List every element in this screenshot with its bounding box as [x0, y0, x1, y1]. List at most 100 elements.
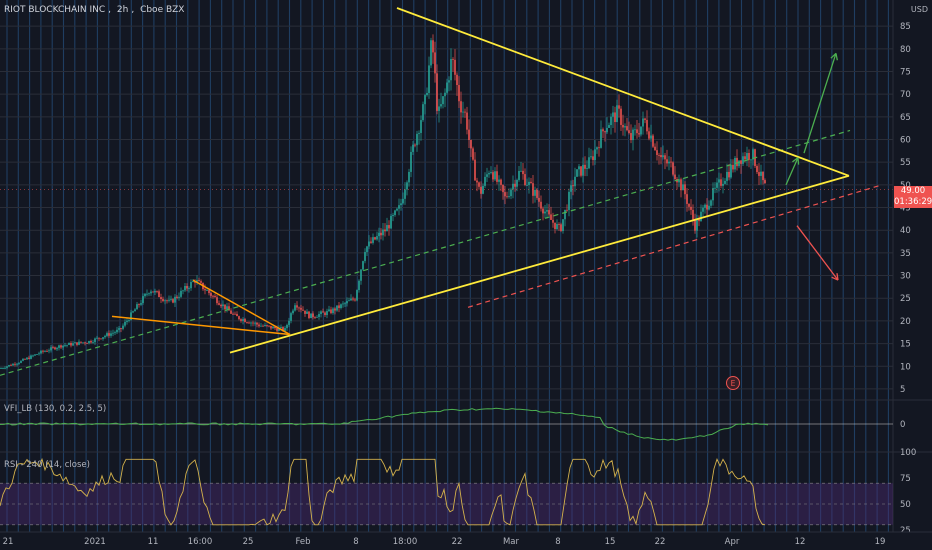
- candle-body: [626, 126, 628, 131]
- candle-body: [174, 296, 176, 303]
- candle-body: [498, 179, 500, 182]
- candle-body: [310, 313, 312, 319]
- candle-body: [458, 85, 460, 102]
- time-axis[interactable]: 21 2021 11 16:00 25 Feb 8 18:00 22 Mar 8 15 22 Apr 12 1…: [0, 531, 932, 550]
- candle-body: [598, 147, 600, 149]
- green-dashed-trendline: [0, 129, 851, 376]
- vfi-label[interactable]: VFI_LB (130, 0.2, 2.5, 5): [4, 404, 107, 414]
- candle-body: [250, 322, 252, 324]
- candle-body: [408, 171, 410, 183]
- candle-body: [190, 281, 192, 289]
- candle-body: [426, 92, 428, 96]
- candle-body: [718, 179, 720, 183]
- candle-body: [386, 225, 388, 232]
- candle-body: [514, 183, 516, 187]
- earnings-marker[interactable]: E: [726, 376, 740, 390]
- candle-body: [290, 313, 292, 321]
- candle-body: [728, 171, 730, 178]
- currency-label: USD: [910, 5, 928, 14]
- candle-body: [448, 80, 450, 83]
- candle-body: [546, 210, 548, 212]
- candle-body: [76, 342, 78, 345]
- candle-body: [574, 176, 576, 187]
- candle-body: [4, 367, 6, 369]
- wedge-lower-line: [111, 315, 291, 336]
- candle-body: [422, 104, 424, 121]
- last-price-tag: 49.00 01:36:29: [894, 186, 932, 208]
- candle-body: [682, 184, 684, 191]
- candle-body: [214, 295, 216, 298]
- candle-body: [552, 219, 554, 223]
- candle-body: [624, 126, 626, 128]
- candle-body: [468, 129, 470, 140]
- y-tick-label: 70: [900, 90, 911, 100]
- candle-body: [52, 347, 54, 349]
- candle-body: [614, 112, 616, 122]
- candle-body: [176, 296, 178, 298]
- candle-body: [280, 327, 282, 328]
- candle-body: [318, 313, 320, 317]
- candle-body: [400, 203, 402, 206]
- candle-body: [150, 291, 152, 294]
- candle-body: [434, 52, 436, 74]
- candle-body: [70, 342, 72, 346]
- candle-body: [234, 313, 236, 315]
- candle-body: [238, 316, 240, 320]
- vfi-pane[interactable]: 0: [0, 399, 932, 441]
- candle-body: [594, 149, 596, 161]
- candle-body: [252, 322, 254, 324]
- interval: 2h: [116, 5, 129, 15]
- x-tick-label: Apr: [725, 537, 740, 547]
- candle-body: [664, 155, 666, 160]
- candle-body: [420, 120, 422, 133]
- candle-body: [488, 173, 490, 175]
- candle-body: [446, 82, 448, 93]
- candle-body: [116, 329, 118, 333]
- price-axis[interactable]: 5 10 15 20 25 30 35 40 45 50 55 60 65 70 75 80 85: [892, 0, 911, 532]
- candle-body: [8, 365, 10, 367]
- candle-body: [128, 320, 130, 321]
- candle-body: [216, 297, 218, 304]
- candle-body: [198, 280, 200, 282]
- candle-body: [218, 303, 220, 305]
- candle-body: [760, 171, 762, 176]
- time-axis-bg: [0, 532, 932, 550]
- candle-body: [396, 208, 398, 211]
- exchange: Cboe BZX: [140, 5, 185, 15]
- candle-body: [104, 335, 106, 338]
- candle-body: [328, 309, 330, 312]
- candle-body: [342, 303, 344, 305]
- candle-body: [142, 296, 144, 304]
- candle-body: [78, 341, 80, 345]
- rsi-pane[interactable]: 100 75 50 25: [0, 448, 932, 536]
- candle-body: [268, 325, 270, 327]
- candle-body: [746, 153, 748, 160]
- candle-body: [378, 232, 380, 237]
- candle-body: [94, 338, 96, 343]
- candle-body: [572, 185, 574, 187]
- candle-body: [262, 325, 264, 327]
- candle-body: [308, 311, 310, 319]
- candle-body: [24, 358, 26, 360]
- candle-body: [726, 171, 728, 181]
- candle-body: [606, 127, 608, 133]
- candle-body: [526, 184, 528, 186]
- candle-body: [112, 332, 114, 334]
- trendline-drawings[interactable]: [0, 7, 893, 376]
- candle-body: [330, 309, 332, 314]
- candle-body: [180, 290, 182, 297]
- candle-body: [460, 101, 462, 113]
- candle-body: [344, 303, 346, 305]
- candle-body: [402, 198, 404, 204]
- arrow-bullish-target: [803, 53, 837, 154]
- rsi-label[interactable]: RSI - 240 (14, close): [4, 460, 90, 470]
- candle-body: [616, 105, 618, 122]
- candle-body: [702, 207, 704, 212]
- x-tick-label: 8: [353, 537, 358, 547]
- candle-body: [568, 191, 570, 211]
- candle-body: [646, 119, 648, 132]
- candle-body: [222, 304, 224, 307]
- wedge-upper-line: [192, 279, 291, 336]
- candle-body: [720, 179, 722, 186]
